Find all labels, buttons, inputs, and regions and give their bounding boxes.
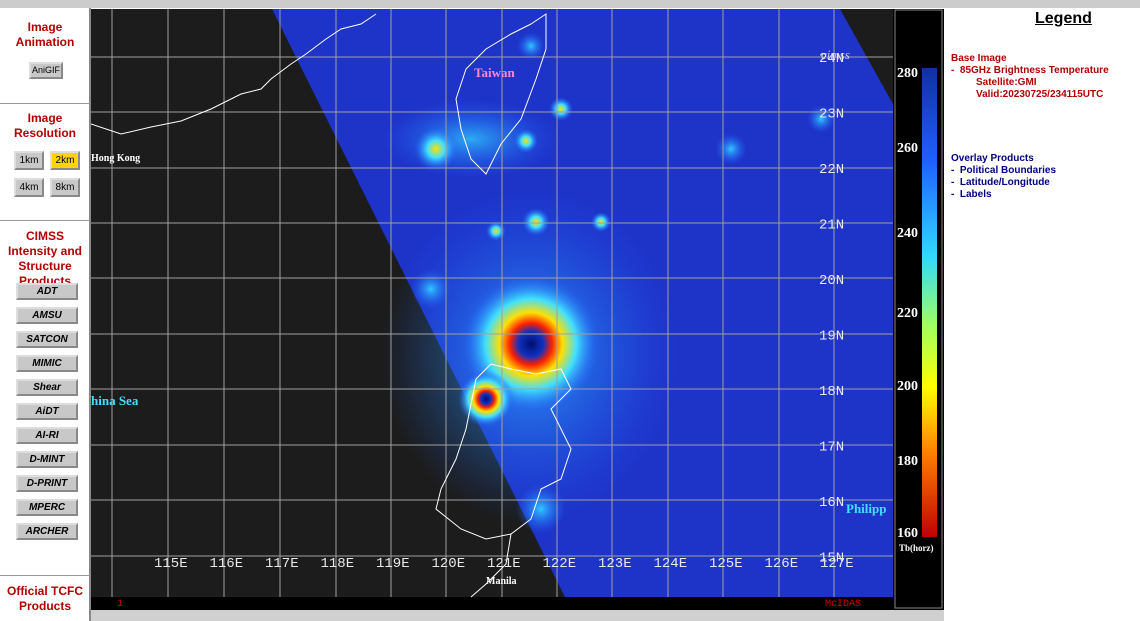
colorbar-border [894,9,943,609]
lon-label: 116E [210,556,244,572]
lon-label: 125E [709,556,743,572]
lon-label: 117E [265,556,299,572]
product-button[interactable]: SATCON [16,331,78,348]
lat-label: 17N [819,440,844,456]
product-button[interactable]: ARCHER [16,523,78,540]
resolution-button[interactable]: 4km [14,178,44,197]
place-label: Hong Kong [91,153,140,164]
divider [0,103,90,104]
section-title: Image Animation [15,20,75,49]
base-image-line: Satellite:GMI [976,77,1037,88]
coastlines [91,13,572,598]
lon-label: 119E [376,556,410,572]
overlay-item: - Labels [951,189,992,200]
product-button[interactable]: AMSU [16,307,78,324]
lon-label: 124E [654,556,688,572]
section-title: Image Resolution [14,111,76,140]
resolution-button[interactable]: 8km [50,178,80,197]
colorbar-tick: 220 [897,306,918,321]
colorbar-tick: 160 [897,526,918,541]
divider [0,575,90,576]
grid [91,9,893,597]
product-button[interactable]: D-MINT [16,451,78,468]
colorbar-unit: Tb(horz) [899,543,934,553]
lon-label: 118E [321,556,355,572]
section-title: CIMSS Intensity and Structure Products [7,229,82,288]
colorbar-tick: 280 [897,66,918,81]
lat-label: 24N [819,51,844,67]
product-button[interactable]: Shear [16,379,78,396]
lat-label: 19N [819,329,844,345]
base-image-line: Valid:20230725/234115UTC [976,89,1104,100]
lon-label: 123E [598,556,632,572]
section-title: Official TCFC Products [6,584,83,613]
base-image-title: Base Image [951,53,1007,64]
product-button[interactable]: AI-RI [16,427,78,444]
lon-label: 120E [432,556,466,572]
lon-label: 126E [765,556,799,572]
overlay-item: - Political Boundaries [951,165,1057,176]
place-label: Taiwan [474,65,515,80]
top-bar [0,0,1140,8]
colorbar-tick: 180 [897,454,918,469]
colorbar-tick: 240 [897,226,918,241]
satellite-image: cimss 24N 23N 22N 21N 20N 19N 18N 17N 16N 15N 115E… [91,9,944,610]
colorbar [922,68,937,537]
lon-label: 115E [154,556,188,572]
lon-label: 127E [820,556,854,572]
product-button[interactable]: ADT [16,283,78,300]
product-button[interactable]: MIMIC [16,355,78,372]
legend-title: Legend [1035,10,1092,27]
colorbar-tick: 260 [897,141,918,156]
product-button[interactable]: AiDT [16,403,78,420]
footer-label: 1 [117,599,123,610]
place-label: hina Sea [91,393,139,408]
lat-label: 20N [819,273,844,289]
place-label: Manila [486,576,517,587]
lat-label: 18N [819,384,844,400]
overlay-item: - Latitude/Longitude [951,177,1050,188]
logo: cimss [821,47,850,62]
lat-label: 16N [819,495,844,511]
resolution-button[interactable]: 2km [50,151,80,170]
lon-label: 122E [543,556,577,572]
lat-label: 15N [819,551,844,567]
divider [0,220,90,221]
lon-label: 121E [487,556,521,572]
lat-label: 22N [819,162,844,178]
lat-label: 23N [819,107,844,123]
bottom-bar [91,610,944,621]
product-button[interactable]: D-PRINT [16,475,78,492]
resolution-button[interactable]: 1km [14,151,44,170]
footer-label: McIDAS [825,599,861,610]
product-button[interactable]: MPERC [16,499,78,516]
anigif-button[interactable]: AniGIF [29,62,63,79]
base-image-line: - 85GHz Brightness Temperature [951,65,1109,76]
colorbar-tick: 200 [897,379,918,394]
place-label: Philipp [846,501,886,516]
overlay-title: Overlay Products [951,153,1034,164]
sidebar-border [89,8,91,621]
lat-label: 21N [819,218,844,234]
